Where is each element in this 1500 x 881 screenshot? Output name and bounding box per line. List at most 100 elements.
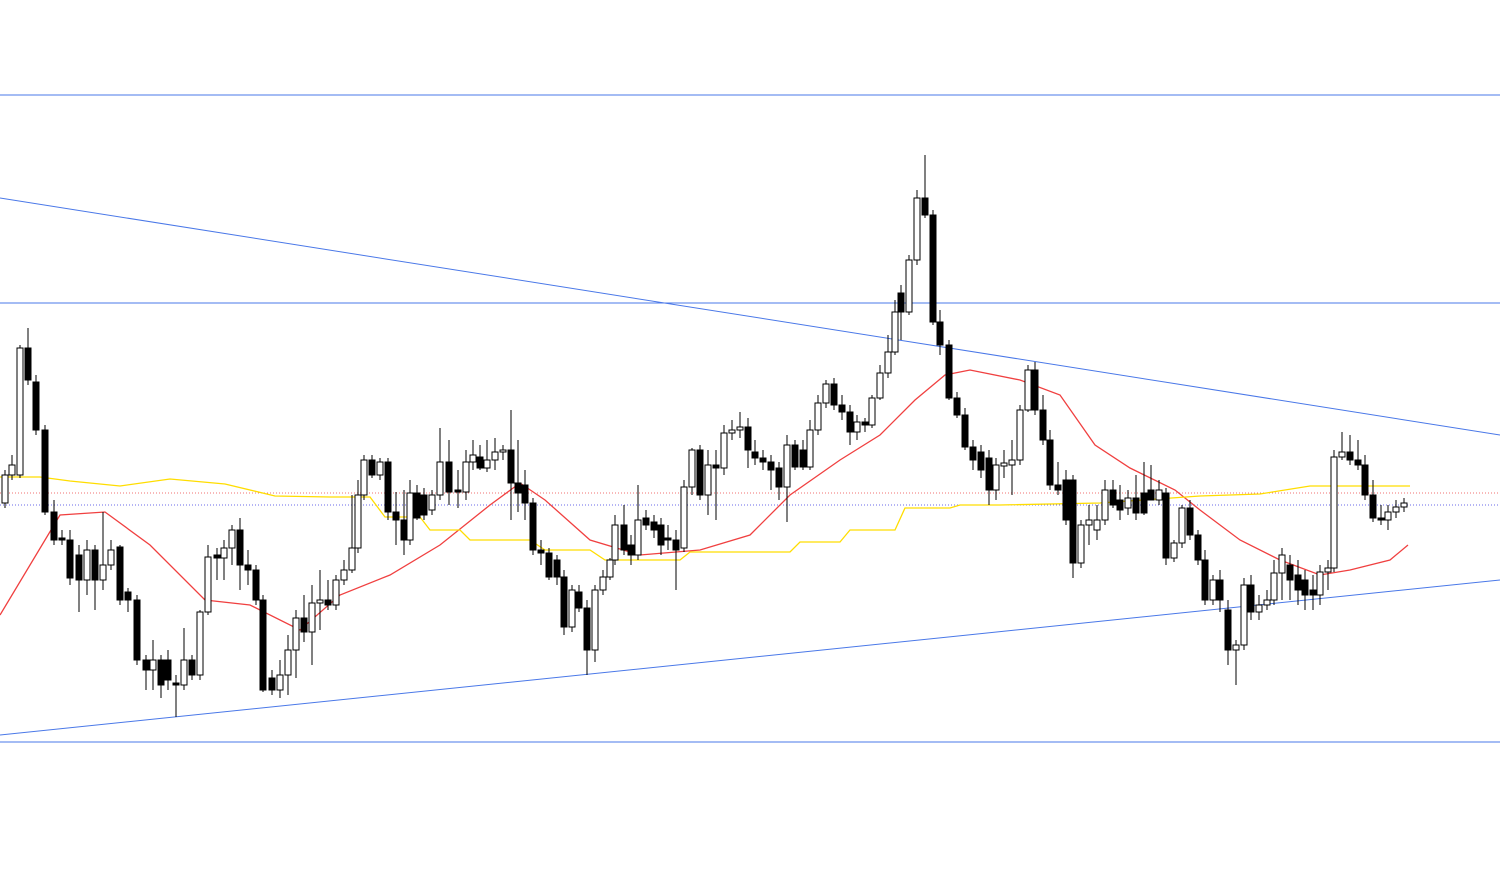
candle-body xyxy=(1124,497,1132,509)
candle-body xyxy=(1316,571,1324,596)
candle-body xyxy=(868,397,876,426)
candle-body xyxy=(1354,459,1362,466)
candle-body xyxy=(1147,489,1155,501)
candle-body xyxy=(537,549,545,554)
candle-body xyxy=(634,519,642,556)
candle-body xyxy=(204,556,212,613)
candle-body xyxy=(929,214,937,323)
candle-body xyxy=(1069,479,1077,564)
candle-body xyxy=(1140,492,1148,514)
candle-body xyxy=(704,464,712,496)
candle-body xyxy=(1216,579,1224,601)
candle-body xyxy=(664,537,672,541)
trendline xyxy=(0,579,1500,736)
candle-body xyxy=(384,461,392,513)
candle-body xyxy=(720,432,728,469)
candle-body xyxy=(1270,572,1278,601)
candle-body xyxy=(1330,456,1338,569)
candle-body xyxy=(611,524,619,561)
candle-body xyxy=(284,649,292,676)
candle-body xyxy=(945,344,953,399)
candle-body xyxy=(744,426,752,451)
candle-body xyxy=(1109,489,1117,506)
candle-body xyxy=(16,347,24,476)
candle-body xyxy=(499,449,507,453)
candle-body xyxy=(1062,479,1070,521)
candle-body xyxy=(180,659,188,686)
candle-body xyxy=(1263,599,1271,606)
candle-body xyxy=(977,451,985,471)
candle-body xyxy=(1346,451,1354,461)
candle-body xyxy=(445,461,453,493)
candle-body xyxy=(368,459,376,476)
candle-body xyxy=(897,292,905,313)
candle-body xyxy=(728,429,736,434)
candle-body xyxy=(642,517,650,526)
candle-body xyxy=(838,404,846,413)
candle-body xyxy=(354,494,362,549)
candle-body xyxy=(259,599,267,691)
candle-body xyxy=(58,537,66,541)
candle-body xyxy=(316,599,324,604)
candle-body xyxy=(1046,439,1054,486)
candle-body xyxy=(775,467,783,488)
candle-body xyxy=(133,599,141,661)
candle-body xyxy=(428,494,436,511)
candle-body xyxy=(1162,492,1170,559)
candle-body xyxy=(300,617,308,633)
candle-body xyxy=(400,519,408,541)
candle-body xyxy=(124,591,132,601)
candle-body xyxy=(1247,584,1255,613)
candle-body xyxy=(1101,489,1109,521)
candle-body xyxy=(476,456,484,469)
candle-body xyxy=(672,539,680,551)
candle-body xyxy=(149,659,157,671)
candle-body xyxy=(1209,579,1217,601)
candle-body xyxy=(1039,409,1047,441)
candle-body xyxy=(164,659,172,681)
candle-body xyxy=(469,454,477,463)
candle-body xyxy=(1194,534,1202,561)
candle-body xyxy=(1008,459,1016,466)
candle-body xyxy=(1377,517,1385,521)
candle-body xyxy=(1024,369,1032,411)
candle-body xyxy=(1301,579,1309,596)
candle-body xyxy=(462,461,470,493)
candle-body xyxy=(913,197,921,261)
candle-body xyxy=(491,451,499,461)
candle-body xyxy=(891,311,899,353)
candle-body xyxy=(791,444,799,468)
candle-body xyxy=(599,576,607,591)
candle-body xyxy=(292,617,300,651)
candle-body xyxy=(814,402,822,431)
candle-body xyxy=(392,511,400,521)
candle-body xyxy=(1170,542,1178,559)
candle-body xyxy=(324,599,332,606)
candle-body xyxy=(420,494,428,516)
candle-body xyxy=(853,421,861,433)
candle-body xyxy=(606,559,614,578)
candle-body xyxy=(861,421,869,426)
candle-body xyxy=(1000,462,1008,467)
candle-body xyxy=(822,383,830,404)
candle-body xyxy=(213,554,221,559)
candle-body xyxy=(99,564,107,581)
candle-body xyxy=(507,449,515,484)
candle-body xyxy=(308,602,316,633)
candle-body xyxy=(529,502,537,551)
candle-body xyxy=(1178,507,1186,544)
candle-body xyxy=(454,489,462,493)
candle-body xyxy=(91,549,99,581)
candle-body xyxy=(521,484,529,504)
candle-body xyxy=(992,464,1000,491)
candle-body xyxy=(1392,506,1400,513)
candle-body xyxy=(360,459,368,496)
candle-body xyxy=(736,426,744,431)
candle-body xyxy=(1309,589,1317,596)
candle-body xyxy=(236,529,244,566)
candle-body xyxy=(276,674,284,691)
candle-body xyxy=(830,383,838,406)
candle-body xyxy=(228,529,236,549)
candle-body xyxy=(196,611,204,676)
candle-body xyxy=(1093,519,1101,531)
